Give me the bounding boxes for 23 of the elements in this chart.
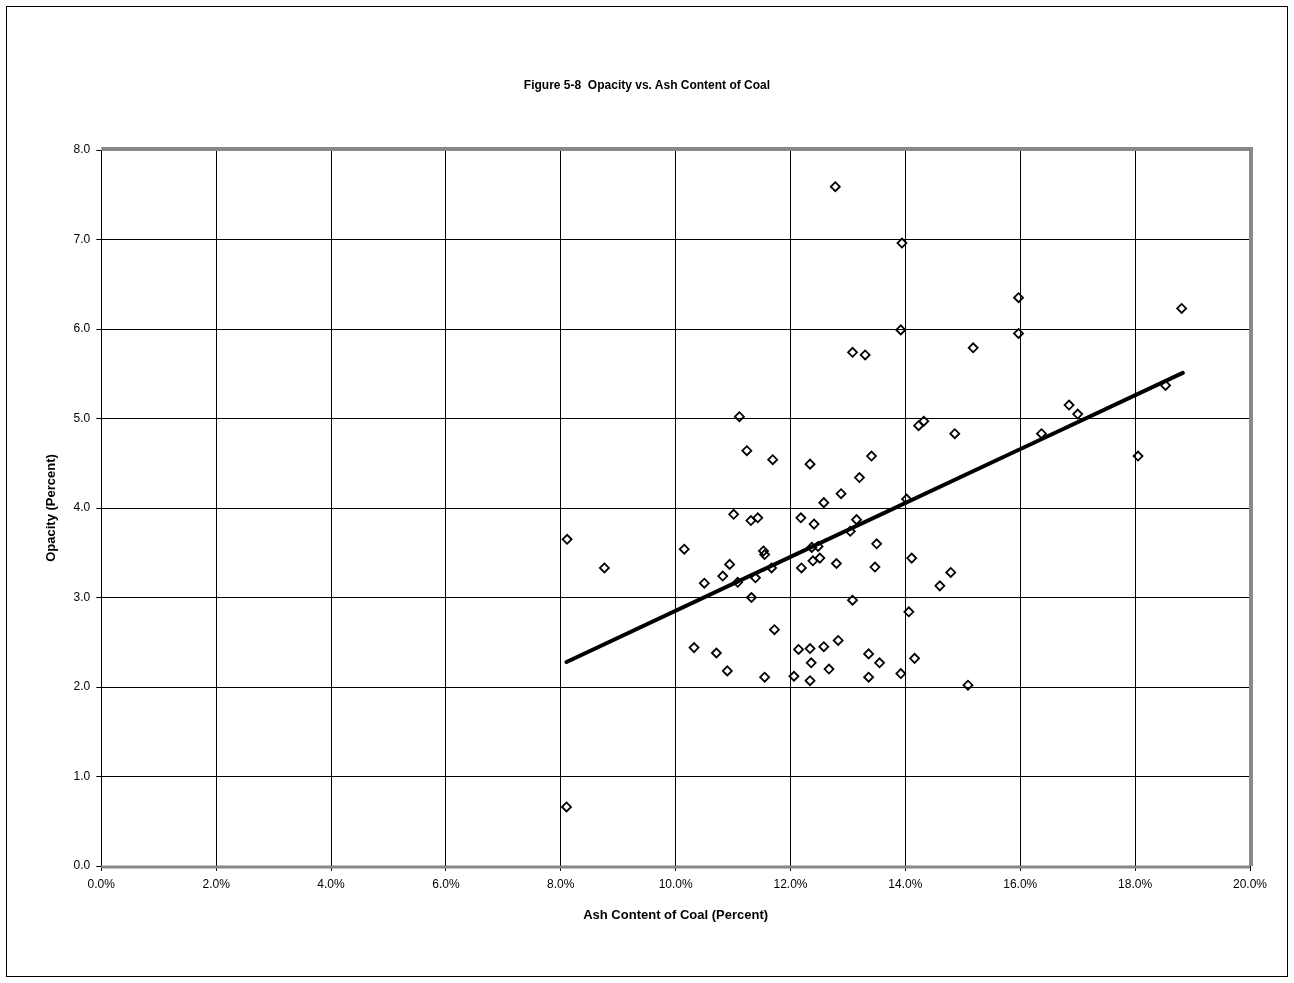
x-tick-label: 4.0% bbox=[317, 876, 346, 891]
x-axis-title: Ash Content of Coal (Percent) bbox=[583, 906, 769, 922]
x-tick-label: 14.0% bbox=[888, 876, 923, 891]
x-tick-label: 2.0% bbox=[202, 876, 231, 891]
y-tick-label: 8.0 bbox=[73, 142, 91, 157]
y-tick-label: 5.0 bbox=[73, 410, 91, 425]
y-tick-label: 3.0 bbox=[73, 589, 91, 604]
y-tick-label: 7.0 bbox=[73, 231, 91, 246]
x-tick-label: 10.0% bbox=[658, 876, 693, 891]
y-tick-label: 0.0 bbox=[73, 858, 91, 873]
x-tick-label: 16.0% bbox=[1003, 876, 1038, 891]
y-tick-label: 4.0 bbox=[73, 500, 91, 515]
x-tick-label: 12.0% bbox=[773, 876, 808, 891]
y-tick-label: 2.0 bbox=[73, 679, 91, 694]
x-tick-label: 8.0% bbox=[547, 876, 575, 891]
x-tick-label: 20.0% bbox=[1232, 876, 1268, 891]
y-tick-label: 6.0 bbox=[73, 321, 91, 336]
x-tick-label: 0.0% bbox=[87, 876, 116, 891]
y-axis-title: Opacity (Percent) bbox=[43, 454, 59, 562]
x-tick-label: 6.0% bbox=[432, 876, 460, 891]
x-tick-label: 18.0% bbox=[1118, 876, 1153, 891]
chart-title: Figure 5-8 Opacity vs. Ash Content of Coal bbox=[522, 78, 772, 92]
y-tick-label: 1.0 bbox=[73, 768, 91, 783]
